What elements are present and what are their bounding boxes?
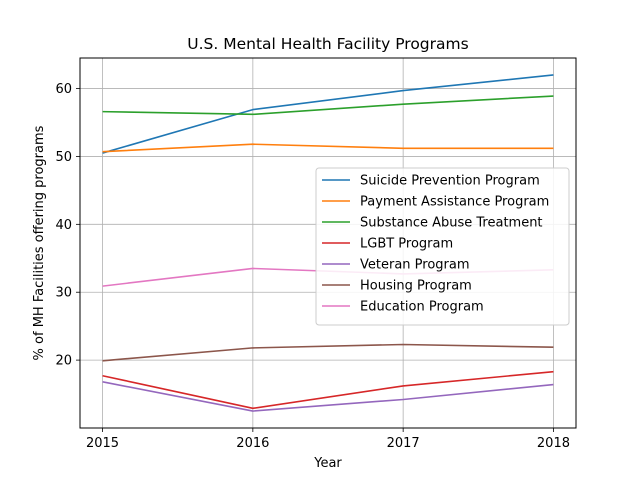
y-tick-label: 50 bbox=[55, 150, 72, 165]
series-line-lgbt-program bbox=[102, 370, 554, 410]
y-axis-ticks: 20 30 40 50 60 bbox=[55, 82, 80, 369]
y-tick-label: 60 bbox=[55, 82, 72, 97]
legend-box bbox=[315, 167, 570, 326]
y-tick-label: 30 bbox=[55, 286, 72, 301]
series-line-veteran-program bbox=[102, 381, 554, 412]
series-line-substance-abuse-treatment bbox=[102, 95, 554, 116]
legend-label: Education Program bbox=[360, 300, 484, 315]
x-tick-label: 2018 bbox=[537, 436, 570, 451]
series-line-suicide-prevention-program bbox=[102, 74, 554, 154]
series-lines bbox=[102, 74, 554, 412]
x-tick-label: 2015 bbox=[86, 436, 119, 451]
series-line-housing-program bbox=[102, 343, 554, 362]
x-axis-ticks: 2015 2016 2017 2018 bbox=[86, 428, 570, 451]
legend-label: Payment Assistance Program bbox=[360, 195, 549, 210]
legend-label: LGBT Program bbox=[360, 237, 453, 252]
legend-label: Housing Program bbox=[360, 279, 472, 294]
y-tick-label: 20 bbox=[55, 354, 72, 369]
legend-label: Suicide Prevention Program bbox=[360, 174, 540, 189]
plot-frame bbox=[79, 57, 577, 429]
x-axis-title: Year bbox=[313, 456, 342, 471]
series-line-payment-assistance-program bbox=[102, 143, 554, 153]
chart-title: U.S. Mental Health Facility Programs bbox=[187, 35, 468, 53]
y-tick-label: 40 bbox=[55, 218, 72, 233]
legend-label: Veteran Program bbox=[360, 258, 470, 273]
x-tick-label: 2017 bbox=[387, 436, 420, 451]
legend: Suicide Prevention Program Payment Assist… bbox=[315, 167, 570, 326]
y-axis-title: % of MH Facilities offering programs bbox=[32, 125, 47, 360]
legend-label: Substance Abuse Treatment bbox=[360, 216, 543, 231]
x-tick-label: 2016 bbox=[236, 436, 269, 451]
